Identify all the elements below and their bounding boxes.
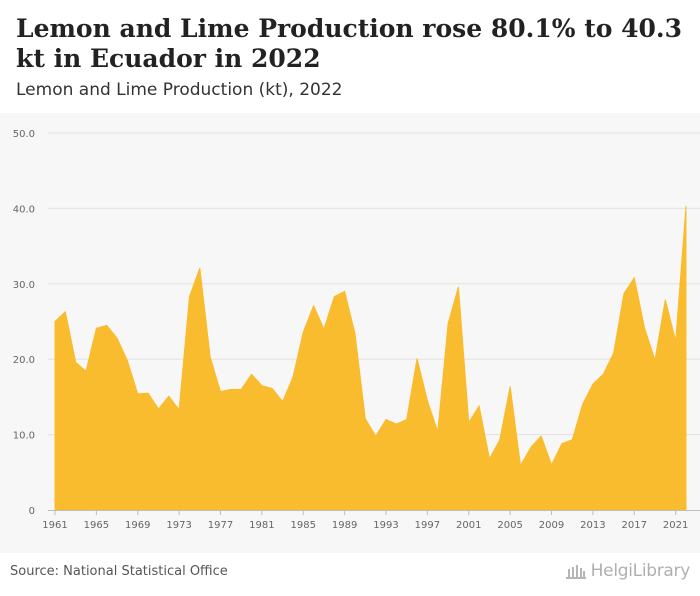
x-tick-label: 1997 [415, 520, 440, 531]
chart-header: Lemon and Lime Production rose 80.1% to … [0, 0, 700, 113]
x-tick-label: 2013 [580, 520, 605, 531]
x-tick-label: 1993 [373, 520, 398, 531]
x-tick-label: 1961 [42, 520, 67, 531]
source-note: Source: National Statistical Office [10, 564, 228, 579]
x-tick-label: 1977 [208, 520, 233, 531]
chart-footer: Source: National Statistical Office Helg… [0, 553, 700, 596]
helgilibrary-logo: HelgiLibrary [565, 561, 690, 581]
x-tick-label: 1969 [125, 520, 150, 531]
logo-text: HelgiLibrary [590, 561, 691, 581]
area-chart: 0 10.0 20.0 30.0 40.0 50.0 1961 1965 1969 1973 197… [13, 129, 700, 531]
x-tick-label: 2005 [497, 520, 522, 531]
y-tick-label: 20.0 [13, 355, 35, 366]
y-tick-label: 40.0 [13, 204, 35, 215]
library-building-icon [565, 565, 586, 579]
x-tick-label: 1989 [332, 520, 357, 531]
chart-title: Lemon and Lime Production rose 80.1% to … [16, 14, 683, 73]
x-tick-label: 1973 [166, 520, 191, 531]
production-area [54, 206, 687, 511]
x-tick-label: 1985 [291, 520, 316, 531]
x-tick-label: 2017 [622, 520, 647, 531]
x-tick-label: 2009 [539, 520, 564, 531]
x-tick-label: 2001 [456, 520, 481, 531]
x-tick-label: 1981 [249, 520, 274, 531]
y-tick-label: 50.0 [13, 129, 35, 140]
y-tick-label: 10.0 [13, 431, 35, 442]
x-tick-label: 2021 [663, 520, 688, 531]
chart-subtitle: Lemon and Lime Production (kt), 2022 [16, 80, 343, 100]
y-tick-label: 0 [29, 506, 35, 517]
y-tick-label: 30.0 [13, 280, 35, 291]
plot-area: 0 10.0 20.0 30.0 40.0 50.0 1961 1965 1969 1973 197… [0, 113, 700, 553]
x-tick-label: 1965 [84, 520, 109, 531]
